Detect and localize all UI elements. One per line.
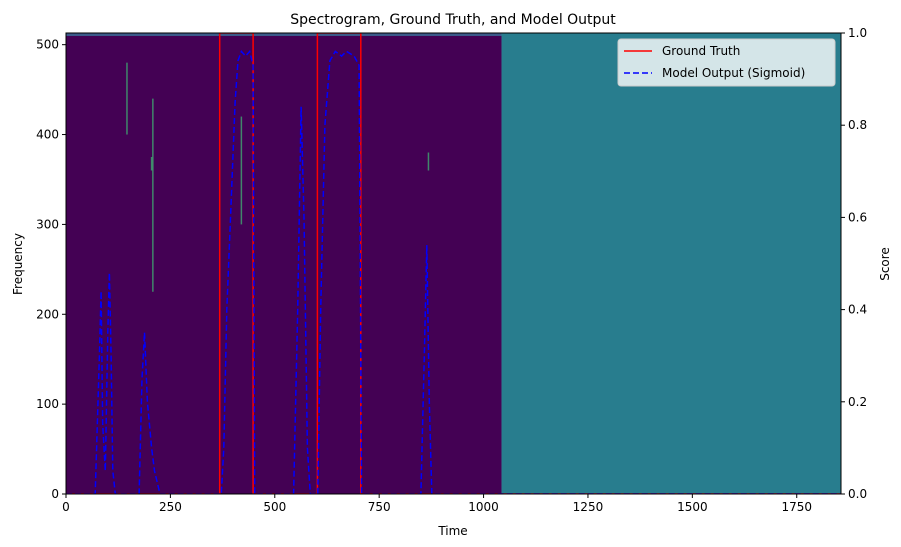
y-tick-label-left: 200 [36,307,59,321]
y-axis-left-label: Frequency [11,233,25,295]
y-tick-label-right: 1.0 [848,26,867,40]
y-tick-label-left: 400 [36,128,59,142]
y-tick-label-right: 0.4 [848,303,867,317]
legend: Ground Truth Model Output (Sigmoid) [617,38,836,87]
y-tick-label-right: 0.6 [848,210,867,224]
x-tick-label: 1750 [781,500,812,514]
legend-label-model-output: Model Output (Sigmoid) [662,66,805,80]
y-tick-label-left: 500 [36,38,59,52]
x-axis: 0 250 500 750 1000 1250 1500 1750 [62,494,812,514]
y-tick-label-left: 100 [36,397,59,411]
padding-region [501,33,841,494]
x-tick-label: 1500 [677,500,708,514]
x-tick-label: 500 [263,500,286,514]
x-tick-label: 250 [159,500,182,514]
series-model-output-line [66,49,841,494]
spectrogram-region [66,33,502,494]
x-tick-label: 1250 [573,500,604,514]
y-axis-right-label: Score [878,247,892,281]
x-tick-label: 0 [62,500,70,514]
x-tick-label: 1000 [468,500,499,514]
legend-label-ground-truth: Ground Truth [662,44,740,58]
x-tick-label: 750 [368,500,391,514]
y-tick-label-left: 300 [36,217,59,231]
plot-frame [65,32,842,495]
series-layer [66,33,841,494]
y-axis-right: 0.0 0.2 0.4 0.6 0.8 1.0 [841,26,867,501]
chart-title: Spectrogram, Ground Truth, and Model Out… [290,12,616,28]
legend-box [617,38,836,87]
y-tick-label-left: 0 [51,487,59,501]
y-axis-left: 0 100 200 300 400 500 [36,38,66,501]
y-tick-label-right: 0.0 [848,487,867,501]
x-axis-label: Time [437,524,467,538]
spectrogram-image [66,33,841,494]
y-tick-label-right: 0.8 [848,118,867,132]
y-tick-label-right: 0.2 [848,395,867,409]
